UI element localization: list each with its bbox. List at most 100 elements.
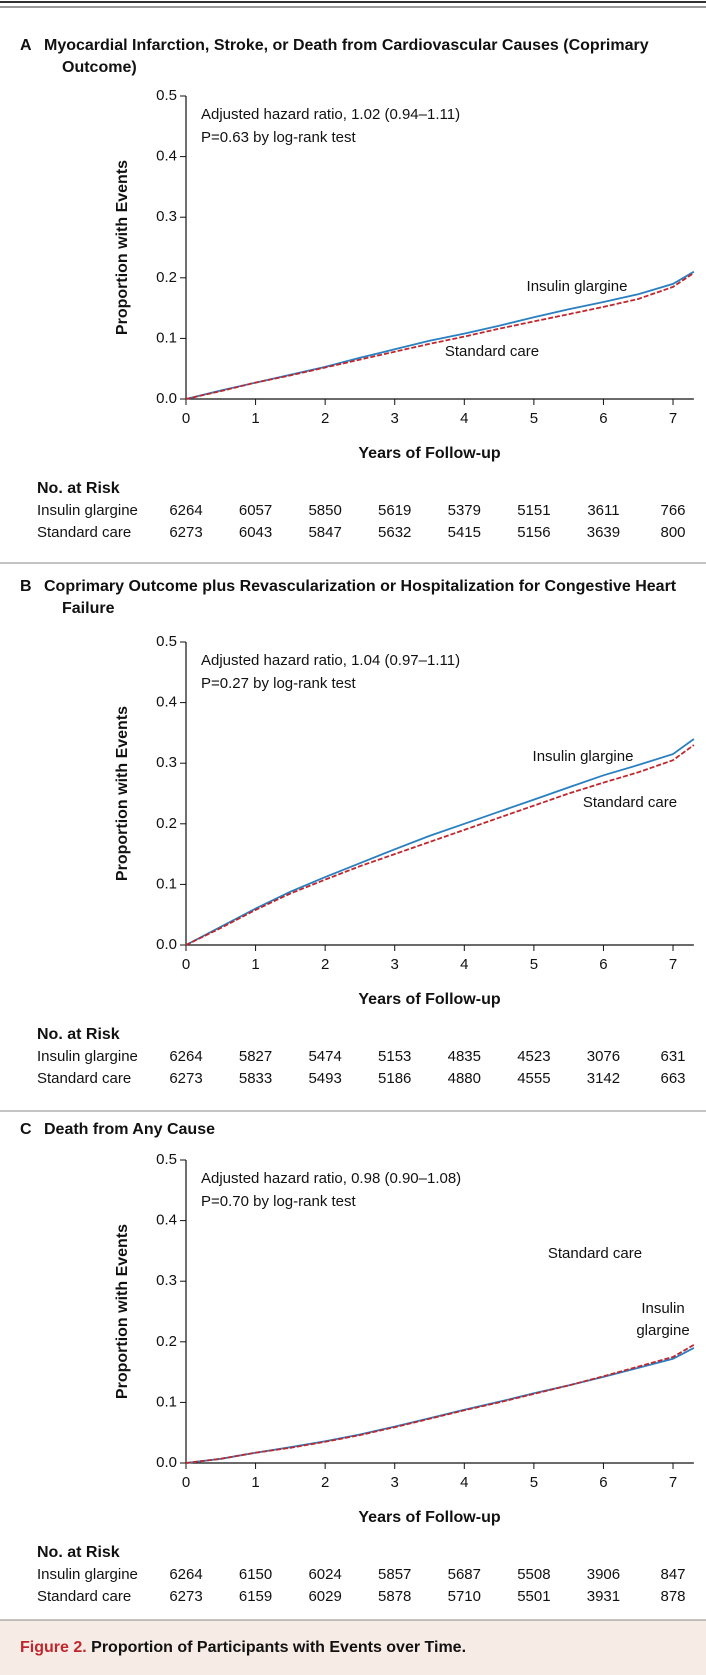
at-risk-count: 5833 [239, 1070, 272, 1087]
at-risk-count: 5501 [517, 1588, 550, 1605]
caption: Figure 2. Proportion of Participants wit… [20, 1639, 466, 1656]
panel-letter: A [20, 37, 32, 54]
at-risk-count: 6273 [169, 1588, 202, 1605]
x-axis-label: Years of Follow-up [358, 991, 500, 1008]
x-tick-label: 6 [599, 1474, 607, 1491]
x-tick-label: 3 [391, 1474, 399, 1491]
x-tick-label: 1 [251, 410, 259, 427]
series-label-box: Standard care [444, 343, 540, 360]
at-risk-count: 6264 [169, 1048, 202, 1065]
panel-title-box: Death from Any Cause [44, 1121, 215, 1138]
at-risk-count: 6057 [239, 502, 272, 519]
panel-title: Myocardial Infarction, Stroke, or Death … [44, 37, 649, 76]
panel-title: Death from Any Cause [44, 1121, 215, 1138]
x-tick-label: 3 [391, 956, 399, 973]
x-tick-label: 3 [391, 410, 399, 427]
series-label-box: Standard care [547, 1245, 643, 1262]
at-risk-count: 5850 [308, 502, 341, 519]
x-tick-label: 0 [182, 1474, 190, 1491]
x-tick-label: 2 [321, 956, 329, 973]
series-label: Standard care [582, 794, 678, 811]
y-tick-label: 0.1 [156, 329, 177, 346]
at-risk-count: 5687 [448, 1566, 481, 1583]
x-axis-label: Years of Follow-up [358, 1509, 500, 1526]
at-risk-count: 4523 [517, 1048, 550, 1065]
caption-band [0, 1620, 706, 1675]
at-risk-count: 5493 [308, 1070, 341, 1087]
y-tick-label: 0.1 [156, 1393, 177, 1410]
series-label: Standard care [547, 1245, 643, 1262]
y-tick-label: 0.0 [156, 936, 177, 953]
at-risk-row-name: Insulin glargine [37, 502, 138, 519]
at-risk-count: 6150 [239, 1566, 272, 1583]
series-label-box: Insulin glargine [526, 278, 628, 295]
series-label: Insulin glargine [532, 748, 634, 765]
at-risk-count: 6264 [169, 502, 202, 519]
y-tick-label: 0.2 [156, 815, 177, 832]
at-risk-count: 3611 [587, 502, 619, 519]
y-tick-label: 0.2 [156, 1333, 177, 1350]
x-tick-label: 5 [530, 1474, 538, 1491]
at-risk-count: 5153 [378, 1048, 411, 1065]
at-risk-row-name: Standard care [37, 1588, 131, 1605]
x-tick-label: 0 [182, 410, 190, 427]
at-risk-count: 6273 [169, 524, 202, 541]
y-tick-label: 0.5 [156, 1151, 177, 1168]
x-tick-label: 6 [599, 410, 607, 427]
series-label: Insulin glargine [636, 1300, 690, 1339]
y-axis-label: Proportion with Events [114, 160, 131, 335]
at-risk-count: 6024 [308, 1566, 341, 1583]
at-risk-title: No. at Risk [37, 1544, 120, 1561]
x-tick-label: 7 [669, 956, 677, 973]
at-risk-count: 4555 [517, 1070, 550, 1087]
y-tick-label: 0.3 [156, 208, 177, 225]
at-risk-count: 6043 [239, 524, 272, 541]
y-axis-label: Proportion with Events [114, 706, 131, 881]
series-label: Insulin glargine [526, 278, 628, 295]
x-tick-label: 1 [251, 956, 259, 973]
at-risk-count: 5415 [448, 524, 481, 541]
x-tick-label: 0 [182, 956, 190, 973]
line-series [185, 1344, 695, 1464]
at-risk-count: 5619 [378, 502, 411, 519]
at-risk-count: 5857 [378, 1566, 411, 1583]
at-risk-count: 878 [661, 1588, 686, 1605]
annotation: Adjusted hazard ratio, 0.98 (0.90–1.08) [201, 1170, 461, 1187]
at-risk-title: No. at Risk [37, 480, 120, 497]
at-risk-count: 631 [661, 1048, 686, 1065]
x-tick-label: 6 [599, 956, 607, 973]
x-tick-label: 2 [321, 1474, 329, 1491]
caption-text: Proportion of Participants with Events o… [91, 1639, 466, 1656]
at-risk-row-name: Standard care [37, 524, 131, 541]
at-risk-count: 6264 [169, 1566, 202, 1583]
y-tick-label: 0.4 [156, 694, 177, 711]
at-risk-count: 6029 [308, 1588, 341, 1605]
at-risk-count: 800 [661, 524, 686, 541]
at-risk-title: No. at Risk [37, 1026, 120, 1043]
y-tick-label: 0.0 [156, 390, 177, 407]
line-series [185, 738, 695, 946]
y-tick-label: 0.5 [156, 633, 177, 650]
x-tick-label: 2 [321, 410, 329, 427]
at-risk-count: 6159 [239, 1588, 272, 1605]
x-axis-label: Years of Follow-up [358, 445, 500, 462]
at-risk-row-name: Insulin glargine [37, 1566, 138, 1583]
x-tick-label: 5 [530, 410, 538, 427]
series-label: Standard care [444, 343, 540, 360]
series-label-box: Standard care [582, 794, 678, 811]
at-risk-row-name: Standard care [37, 1070, 131, 1087]
annotation: P=0.70 by log-rank test [201, 1193, 357, 1210]
at-risk-count: 766 [661, 502, 686, 519]
caption-label: Figure 2. [20, 1639, 87, 1656]
panel-letter: C [20, 1121, 32, 1138]
at-risk-count: 6273 [169, 1070, 202, 1087]
at-risk-count: 847 [661, 1566, 686, 1583]
series-label-box: Insulin glargine [636, 1300, 690, 1339]
at-risk-count: 5379 [448, 502, 481, 519]
y-tick-label: 0.4 [156, 148, 177, 165]
x-tick-label: 4 [460, 956, 468, 973]
panel-letter: B [20, 578, 32, 595]
at-risk-count: 5186 [378, 1070, 411, 1087]
